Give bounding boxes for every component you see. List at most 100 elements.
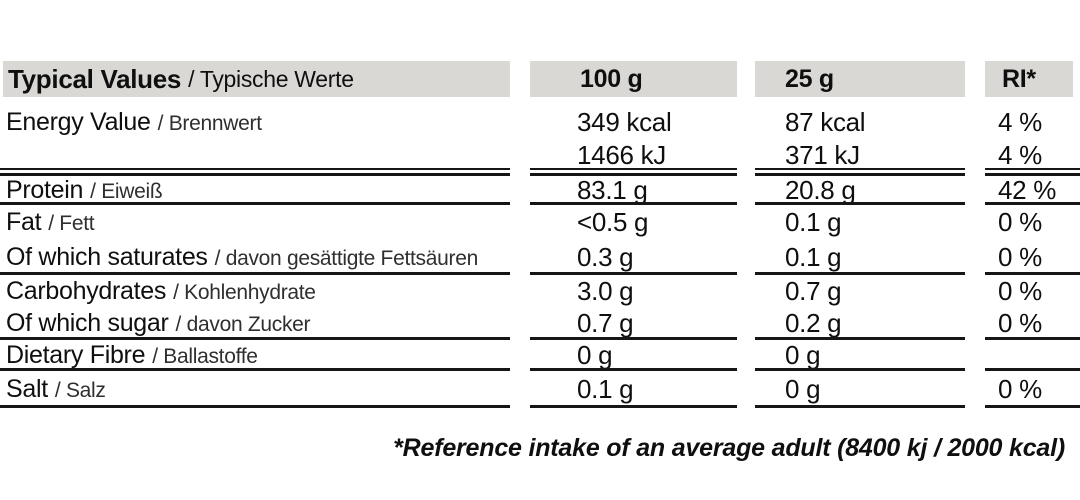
value-per-100g-cell: 3.0 g	[530, 275, 737, 307]
value-ri-percent-cell: 0 %	[985, 240, 1080, 275]
value-ri-percent-cell: 0 %	[985, 371, 1080, 408]
value-per-25g: 0 g	[785, 340, 821, 370]
row-label-de: / Salz	[54, 379, 106, 402]
row-label: Dietary Fibre / Ballastoffe	[6, 341, 510, 370]
value-per-25g-cell: 0.7 g	[755, 275, 965, 307]
value-per-25g: 0 g	[785, 374, 821, 404]
value-per-100g: 3.0 g	[577, 275, 634, 306]
value-ri-percent: 0 %	[998, 207, 1042, 237]
value-per-100g-cell: 0.7 g	[530, 307, 737, 340]
row-label-en: Carbohydrates	[6, 276, 167, 305]
value-per-25g-cell: 0.2 g	[755, 307, 965, 340]
value-per-100g: 0.3 g	[577, 242, 634, 272]
value-per-25g-cell: 0.1 g	[755, 205, 965, 240]
header-typical-values: Typical Values / Typische Werte	[3, 61, 510, 97]
row-label-de: / Ballastoffe	[152, 345, 258, 368]
row-label-de: / Fett	[48, 212, 95, 235]
header-typical-values-de: / Typische Werte	[188, 65, 354, 92]
row-label-en: Fat	[6, 208, 42, 236]
header-col-25g: 25 g	[755, 61, 965, 97]
row-label-cell: Fat / Fett	[0, 205, 510, 240]
table-row: Salt / Salz 0.1 g 0 g 0 %	[0, 371, 1080, 408]
table-row: Of which saturates / davon gesättigte Fet…	[0, 240, 1080, 275]
value-ri-percent: 0 %	[998, 374, 1042, 404]
value-ri-percent: 0 %	[998, 308, 1042, 338]
value-per-100g-cell: 0.3 g	[530, 240, 737, 275]
row-label-en: Dietary Fibre	[6, 341, 146, 369]
row-label: Fat / Fett	[6, 208, 510, 237]
row-label-en: Of which sugar	[6, 309, 169, 337]
value-per-100g-cell: 0 g	[530, 340, 737, 371]
value-per-100g: 1466 kJ	[577, 140, 666, 170]
value-ri-percent-cell: 0 %	[985, 205, 1080, 240]
row-label-cell: Of which sugar / davon Zucker	[0, 307, 510, 340]
value-per-100g-cell: 0.1 g	[530, 371, 737, 408]
value-ri-percent: 0 %	[998, 275, 1042, 306]
value-per-25g: 0.1 g	[785, 242, 842, 272]
header-typical-values-en: Typical Values	[8, 63, 182, 94]
table-row: Fat / Fett <0.5 g 0.1 g 0 %	[0, 205, 1080, 240]
row-label: Energy Value / Brennwert	[6, 106, 510, 139]
value-per-25g: 0.2 g	[785, 308, 842, 338]
value-per-100g-cell: <0.5 g	[530, 205, 737, 240]
value-ri-percent-cell	[985, 340, 1080, 371]
value-per-25g-cell: 87 kcal 371 kJ	[755, 97, 965, 176]
reference-intake-footnote: *Reference intake of an average adult (8…	[393, 434, 1065, 462]
value-per-25g: 20.8 g	[785, 175, 856, 205]
value-per-100g: 349 kcal	[577, 107, 672, 137]
table-row: Energy Value / Brennwert 349 kcal 1466 kJ 87…	[0, 97, 1080, 176]
value-ri-percent-cell: 4 % 4 %	[985, 97, 1080, 176]
row-label-cell: Carbohydrates / Kohlenhydrate	[0, 275, 510, 307]
value-per-25g-cell: 0 g	[755, 371, 965, 408]
row-label: Of which sugar / davon Zucker	[6, 309, 510, 338]
value-per-25g: 0.1 g	[785, 207, 842, 237]
value-per-100g: 0.1 g	[577, 374, 634, 404]
row-label-cell: Protein / Eiweiß	[0, 176, 510, 205]
value-ri-percent: 0 %	[998, 242, 1042, 272]
value-per-25g-cell: 0 g	[755, 340, 965, 371]
row-label-de: / Eiweiß	[90, 180, 163, 203]
table-header-row: Typical Values / Typische Werte 100 g 25…	[0, 61, 1080, 97]
row-label-en: Protein	[6, 176, 84, 204]
row-label-de: / Brennwert	[157, 112, 262, 135]
value-ri-percent: 4 %	[998, 107, 1042, 137]
value-per-100g-cell: 83.1 g	[530, 175, 737, 205]
header-col-100g: 100 g	[530, 61, 737, 97]
value-per-25g-cell: 0.1 g	[755, 240, 965, 275]
table-body: Energy Value / Brennwert 349 kcal 1466 kJ 87…	[0, 97, 1080, 408]
table-row: Of which sugar / davon Zucker 0.7 g 0.2 g 0 …	[0, 307, 1080, 340]
table-row: Dietary Fibre / Ballastoffe 0 g 0 g	[0, 340, 1080, 371]
row-label: Carbohydrates / Kohlenhydrate	[6, 277, 510, 306]
value-ri-percent-cell: 42 %	[985, 175, 1080, 205]
value-ri-percent: 42 %	[998, 175, 1057, 205]
row-label: Salt / Salz	[6, 375, 510, 404]
row-label-de: / davon gesättigte Fettsäuren	[214, 247, 479, 270]
row-label-en: Salt	[6, 375, 48, 403]
value-per-100g: 0 g	[577, 340, 613, 370]
table-row: Carbohydrates / Kohlenhydrate 3.0 g 0.7 g 0 …	[0, 275, 1080, 307]
row-label-cell: Salt / Salz	[0, 371, 510, 408]
value-ri-percent-cell: 0 %	[985, 307, 1080, 340]
value-per-100g: <0.5 g	[577, 207, 649, 237]
value-per-25g: 371 kJ	[785, 140, 860, 170]
row-label: Of which saturates / davon gesättigte Fet…	[6, 243, 510, 272]
header-col-ri: RI*	[985, 61, 1073, 97]
value-per-25g-cell: 20.8 g	[755, 175, 965, 205]
value-per-25g: 87 kcal	[785, 107, 866, 137]
row-label-de: / Kohlenhydrate	[173, 280, 316, 304]
row-label-cell: Energy Value / Brennwert	[0, 97, 510, 176]
nutrition-table: Typical Values / Typische Werte 100 g 25…	[0, 61, 1080, 408]
row-label: Protein / Eiweiß	[6, 176, 510, 205]
value-per-100g-cell: 349 kcal 1466 kJ	[530, 97, 737, 176]
row-label-cell: Of which saturates / davon gesättigte Fet…	[0, 240, 510, 275]
value-ri-percent: 4 %	[998, 140, 1042, 170]
value-per-100g: 83.1 g	[577, 175, 648, 205]
row-label-de: / davon Zucker	[175, 313, 311, 336]
row-label-en: Energy Value	[6, 108, 151, 136]
value-ri-percent-cell: 0 %	[985, 275, 1080, 307]
value-per-100g: 0.7 g	[577, 308, 634, 338]
row-label-cell: Dietary Fibre / Ballastoffe	[0, 340, 510, 371]
row-label-en: Of which saturates	[6, 243, 208, 271]
value-per-25g: 0.7 g	[785, 275, 842, 306]
